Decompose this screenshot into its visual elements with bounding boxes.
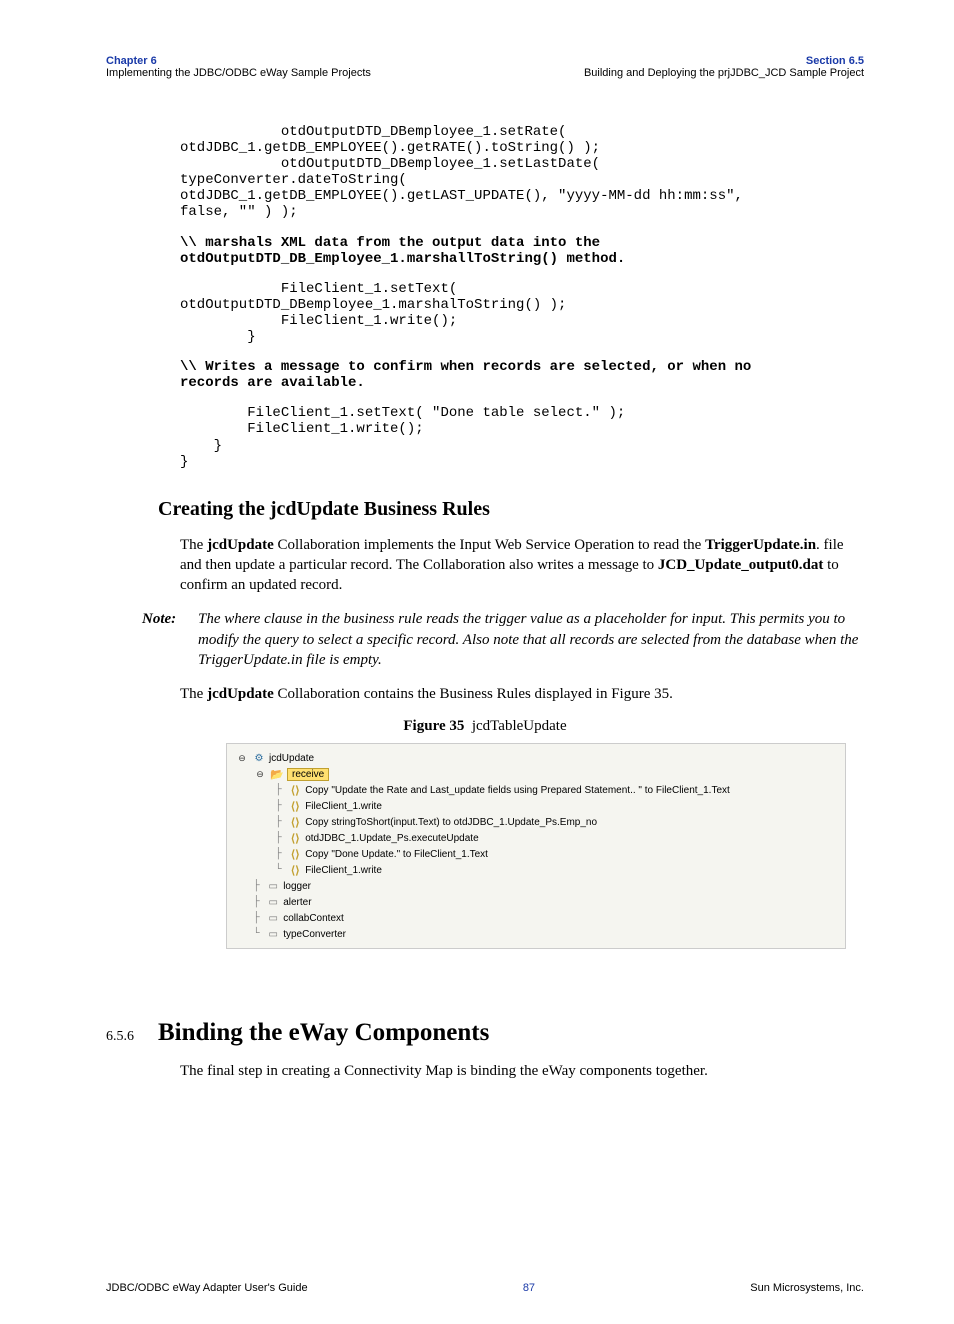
rule-icon: ⟨⟩ xyxy=(288,832,302,845)
tree-connector: └ xyxy=(253,928,266,940)
tree-rule[interactable]: ├ ⟨⟩ Copy stringToShort(input.Text) to o… xyxy=(235,814,837,830)
tree-connector: ├ xyxy=(253,912,266,924)
code-block-1: otdOutputDTD_DBemployee_1.setRate( otdJD… xyxy=(180,124,864,221)
object-icon: ▭ xyxy=(266,881,280,892)
section-number: 6.5.6 xyxy=(106,1029,158,1045)
rule-icon: ⟨⟩ xyxy=(288,800,302,813)
rule-icon: ⟨⟩ xyxy=(288,816,302,829)
footer-left: JDBC/ODBC eWay Adapter User's Guide xyxy=(106,1282,308,1294)
tree-rule[interactable]: ├ ⟨⟩ Copy "Update the Rate and Last_upda… xyxy=(235,782,837,798)
para-binding-body: The final step in creating a Connectivit… xyxy=(180,1061,864,1081)
page-header: Chapter 6 Implementing the JDBC/ODBC eWa… xyxy=(106,55,864,79)
tree-connector: ├ xyxy=(253,896,266,908)
section-label[interactable]: Section 6.5 xyxy=(584,55,864,67)
tree-connector: ├ xyxy=(275,816,288,828)
para-figure-intro: The jcdUpdate Collaboration contains the… xyxy=(180,684,864,704)
tree-object[interactable]: ├ ▭ collabContext xyxy=(235,910,837,926)
tree-connector: ├ xyxy=(275,832,288,844)
heading-binding-eway: 6.5.6 Binding the eWay Components xyxy=(106,1019,864,1047)
tree-rule[interactable]: ├ ⟨⟩ Copy "Done Update." to FileClient_1… xyxy=(235,846,837,862)
figure-caption: Figure 35 jcdTableUpdate xyxy=(106,718,864,735)
header-right-sub: Building and Deploying the prjJDBC_JCD S… xyxy=(584,67,864,79)
tree-rule[interactable]: ├ ⟨⟩ FileClient_1.write xyxy=(235,798,837,814)
code-comment-2: \\ Writes a message to confirm when reco… xyxy=(180,359,864,391)
code-block-2: FileClient_1.setText( otdOutputDTD_DBemp… xyxy=(180,281,864,345)
object-icon: ▭ xyxy=(266,897,280,908)
header-left: Chapter 6 Implementing the JDBC/ODBC eWa… xyxy=(106,55,371,79)
note-block: Note: The where clause in the business r… xyxy=(142,609,864,670)
tree-receive[interactable]: ⊖ 📂 receive xyxy=(235,766,837,782)
tree-rule[interactable]: └ ⟨⟩ FileClient_1.write xyxy=(235,862,837,878)
tree-connector: └ xyxy=(275,864,288,876)
tree-connector: ├ xyxy=(253,880,266,892)
business-rules-tree: ⊖ ⚙ jcdUpdate ⊖ 📂 receive ├ ⟨⟩ Copy "Upd… xyxy=(226,743,846,949)
note-body: The where clause in the business rule re… xyxy=(198,609,864,670)
header-right: Section 6.5 Building and Deploying the p… xyxy=(584,55,864,79)
rule-icon: ⟨⟩ xyxy=(288,784,302,797)
heading-creating-jcdupdate: Creating the jcdUpdate Business Rules xyxy=(158,498,864,521)
toggle-icon[interactable]: ⊖ xyxy=(253,769,267,780)
tree-object[interactable]: └ ▭ typeConverter xyxy=(235,926,837,942)
bean-icon: ⚙ xyxy=(252,753,266,764)
tree-connector: ├ xyxy=(275,784,288,796)
note-label: Note: xyxy=(142,609,198,670)
tree-object[interactable]: ├ ▭ alerter xyxy=(235,894,837,910)
page-footer: JDBC/ODBC eWay Adapter User's Guide 87 S… xyxy=(106,1282,864,1294)
chapter-label[interactable]: Chapter 6 xyxy=(106,55,371,67)
object-icon: ▭ xyxy=(266,929,280,940)
tree-connector: ├ xyxy=(275,848,288,860)
tree-object[interactable]: ├ ▭ logger xyxy=(235,878,837,894)
para-jcdupdate-intro: The jcdUpdate Collaboration implements t… xyxy=(180,535,864,596)
footer-right: Sun Microsystems, Inc. xyxy=(750,1282,864,1294)
rule-icon: ⟨⟩ xyxy=(288,848,302,861)
folder-icon: 📂 xyxy=(270,768,284,781)
toggle-icon[interactable]: ⊖ xyxy=(235,753,249,764)
code-comment-1: \\ marshals XML data from the output dat… xyxy=(180,235,864,267)
section-title: Binding the eWay Components xyxy=(158,1019,489,1047)
object-icon: ▭ xyxy=(266,913,280,924)
header-left-sub: Implementing the JDBC/ODBC eWay Sample P… xyxy=(106,67,371,79)
tree-connector: ├ xyxy=(275,800,288,812)
rule-icon: ⟨⟩ xyxy=(288,864,302,877)
tree-rule[interactable]: ├ ⟨⟩ otdJDBC_1.Update_Ps.executeUpdate xyxy=(235,830,837,846)
footer-page-number[interactable]: 87 xyxy=(523,1282,535,1294)
tree-root[interactable]: ⊖ ⚙ jcdUpdate xyxy=(235,750,837,766)
code-block-3: FileClient_1.setText( "Done table select… xyxy=(180,405,864,469)
